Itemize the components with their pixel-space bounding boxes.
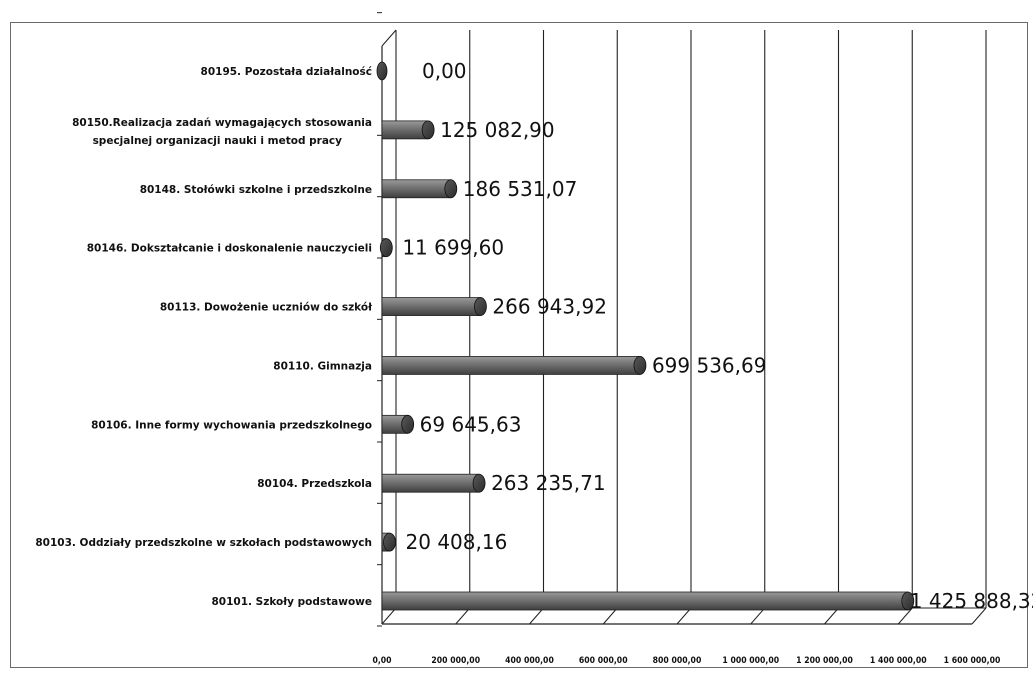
bar bbox=[381, 591, 915, 611]
category-label: 80113. Dowożenie uczniów do szkół bbox=[160, 302, 373, 314]
x-tick-label: 1 600 000,00 bbox=[944, 656, 1001, 666]
bar bbox=[376, 61, 388, 81]
category-label: 80103. Oddziały przedszkolne w szkołach … bbox=[35, 537, 372, 549]
value-label: 263 235,71 bbox=[491, 471, 606, 495]
labels: 0,00 200 000,00 400 000,00 600 000,00 800 00… bbox=[35, 59, 1033, 666]
bar bbox=[381, 414, 415, 434]
bar-body bbox=[381, 179, 452, 199]
bar-cap bbox=[401, 414, 415, 434]
x-tick-label: 0,00 bbox=[372, 656, 392, 666]
x-tick-label: 1 400 000,00 bbox=[870, 656, 927, 666]
floor-line bbox=[897, 607, 913, 625]
value-label: 699 536,69 bbox=[652, 353, 767, 377]
value-label: 11 699,60 bbox=[402, 236, 504, 260]
category-label: 80146. Dokształcanie i doskonalenie nauc… bbox=[87, 243, 372, 255]
bar-cap bbox=[376, 61, 388, 81]
bar-body bbox=[381, 120, 429, 140]
category-label: 80101. Szkoły podstawowe bbox=[212, 596, 373, 608]
value-label: 125 082,90 bbox=[440, 118, 555, 142]
bar bbox=[381, 532, 396, 552]
chart-frame bbox=[10, 22, 1028, 668]
floor-line bbox=[750, 607, 766, 625]
value-label: 266 943,92 bbox=[492, 295, 607, 319]
x-tick-label: 600 000,00 bbox=[579, 656, 628, 666]
category-label: 80110. Gimnazja bbox=[273, 360, 372, 372]
floor-line bbox=[529, 607, 544, 625]
floor-line bbox=[381, 607, 397, 625]
floor-line bbox=[676, 607, 692, 625]
value-label: 20 408,16 bbox=[406, 530, 508, 554]
category-label: specjalnej organizacji nauki i metod pra… bbox=[93, 135, 343, 147]
value-label: 186 531,07 bbox=[463, 177, 578, 201]
bar-cap bbox=[383, 532, 396, 552]
bar bbox=[381, 356, 647, 375]
bar bbox=[381, 473, 486, 493]
bar-cap bbox=[474, 297, 487, 316]
bar-cap bbox=[901, 591, 915, 611]
category-label: 80150.Realizacja zadań wymagających stos… bbox=[72, 117, 372, 129]
value-label: 69 645,63 bbox=[420, 412, 522, 436]
bar-body bbox=[381, 356, 641, 375]
x-tick-label: 800 000,00 bbox=[653, 656, 702, 666]
x-tick-label: 1 200 000,00 bbox=[796, 656, 853, 666]
x-tick-label: 1 000 000,00 bbox=[722, 656, 779, 666]
bar-cap bbox=[472, 473, 486, 493]
value-label: 1 425 888,32 bbox=[910, 589, 1033, 613]
floor-line bbox=[824, 607, 839, 625]
category-label: 80148. Stołówki szkolne i przedszkolne bbox=[140, 184, 372, 196]
category-label: 80104. Przedszkola bbox=[257, 478, 372, 490]
bar-cap bbox=[421, 120, 435, 140]
bar-cap bbox=[633, 356, 647, 375]
bar bbox=[379, 238, 393, 258]
floor-line bbox=[971, 607, 987, 625]
bar-body bbox=[381, 473, 480, 493]
x-tick-label: 400 000,00 bbox=[505, 656, 554, 666]
bar bbox=[381, 297, 487, 316]
x-tick-label: 200 000,00 bbox=[431, 656, 480, 666]
bar bbox=[381, 179, 458, 199]
value-label: 0,00 bbox=[422, 59, 467, 83]
bars bbox=[376, 61, 915, 611]
bar bbox=[381, 120, 435, 140]
bar-cap bbox=[444, 179, 458, 199]
floor-line bbox=[455, 607, 471, 625]
bar-cap bbox=[379, 238, 393, 258]
bar-body bbox=[381, 297, 481, 316]
category-label: 80106. Inne formy wychowania przedszkoln… bbox=[91, 419, 372, 431]
floor-line bbox=[602, 607, 618, 625]
bar-body bbox=[381, 591, 909, 611]
category-label: 80195. Pozostała działalność bbox=[201, 66, 372, 78]
left-wall-top bbox=[381, 29, 397, 47]
